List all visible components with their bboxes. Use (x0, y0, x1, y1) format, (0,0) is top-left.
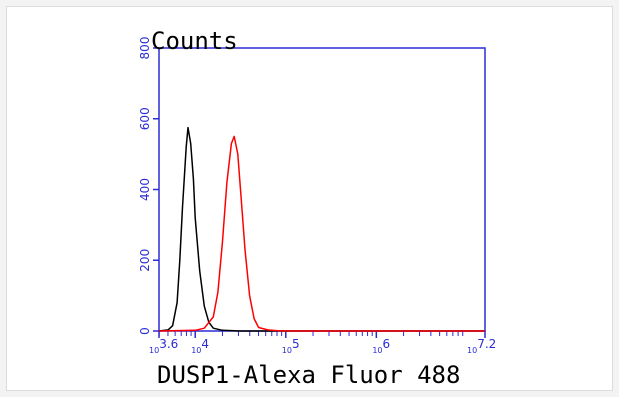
x-tick-label-base: 10 (467, 346, 477, 355)
x-tick-label-exponent: 6 (383, 337, 391, 351)
histogram-series-1 (158, 126, 485, 332)
x-tick-label-base: 10 (191, 346, 201, 355)
x-tick-label: 105 (282, 337, 300, 355)
plot-area-border (158, 47, 486, 332)
x-tick-label-exponent: 4 (201, 337, 209, 351)
x-tick-label: 107.2 (467, 337, 496, 355)
y-tick-label: 800 (138, 37, 152, 60)
x-tick-label-exponent: 3.6 (159, 337, 178, 351)
y-tick-label: 200 (138, 249, 152, 272)
x-tick-label: 106 (372, 337, 390, 355)
x-tick-label: 103.6 (149, 337, 178, 355)
chart-frame: 0 200 400 600 800 103.6 104 105 106 107.2 Counts … (6, 6, 613, 391)
y-tick-label: 0 (138, 327, 152, 335)
x-tick-label-base: 10 (282, 346, 292, 355)
histogram-series-2 (158, 135, 485, 332)
y-tick-label: 600 (138, 107, 152, 130)
x-tick-label-base: 10 (372, 346, 382, 355)
x-axis-label: DUSP1-Alexa Fluor 488 (157, 361, 461, 389)
x-tick-label-exponent: 5 (292, 337, 300, 351)
x-tick-label-base: 10 (149, 346, 159, 355)
x-tick-label-exponent: 7.2 (477, 337, 496, 351)
y-axis-label: Counts (151, 27, 238, 55)
x-tick-label: 104 (191, 337, 209, 355)
y-tick-label: 400 (138, 178, 152, 201)
